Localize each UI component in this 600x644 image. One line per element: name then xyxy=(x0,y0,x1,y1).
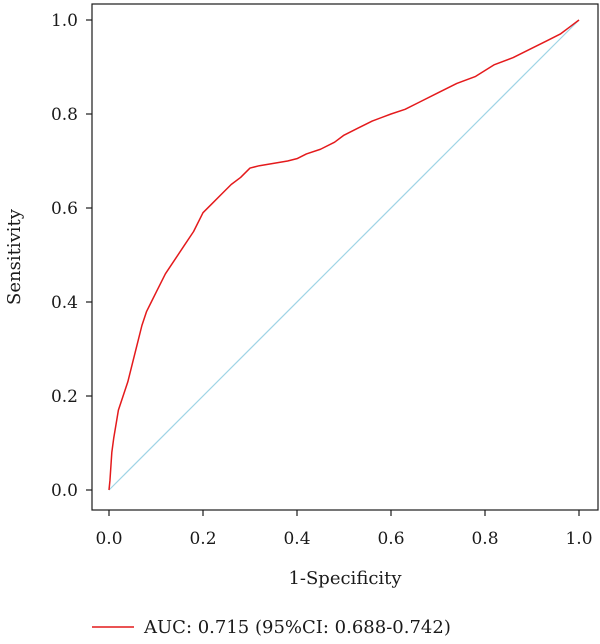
y-tick-label: 0.4 xyxy=(51,293,78,313)
y-axis-title: Sensitivity xyxy=(4,208,25,305)
y-tick-label: 0.2 xyxy=(51,387,78,407)
reference-diagonal-line xyxy=(108,19,580,491)
x-tick-label: 0.2 xyxy=(189,529,216,549)
x-tick-label: 0.8 xyxy=(471,529,498,549)
roc-curve-line xyxy=(108,19,580,491)
x-axis-title: 1-Specificity xyxy=(288,568,402,589)
x-tick-label: 1.0 xyxy=(565,529,592,549)
x-tick-label: 0.6 xyxy=(377,529,404,549)
series-layer xyxy=(108,19,580,491)
y-tick-label: 1.0 xyxy=(51,11,78,31)
y-tick-label: 0.6 xyxy=(51,199,78,219)
plot-frame xyxy=(91,3,599,511)
x-axis: 0.0 0.2 0.4 0.6 0.8 1.0 xyxy=(95,510,593,549)
x-tick-label: 0.4 xyxy=(283,529,310,549)
y-tick-label: 0.8 xyxy=(51,105,78,125)
x-tick-label: 0.0 xyxy=(95,529,122,549)
y-axis: 0.0 0.2 0.4 0.6 0.8 1.0 xyxy=(51,11,92,501)
legend-label: AUC: 0.715 (95%CI: 0.688-0.742) xyxy=(143,617,451,638)
y-tick-label: 0.0 xyxy=(51,481,78,501)
